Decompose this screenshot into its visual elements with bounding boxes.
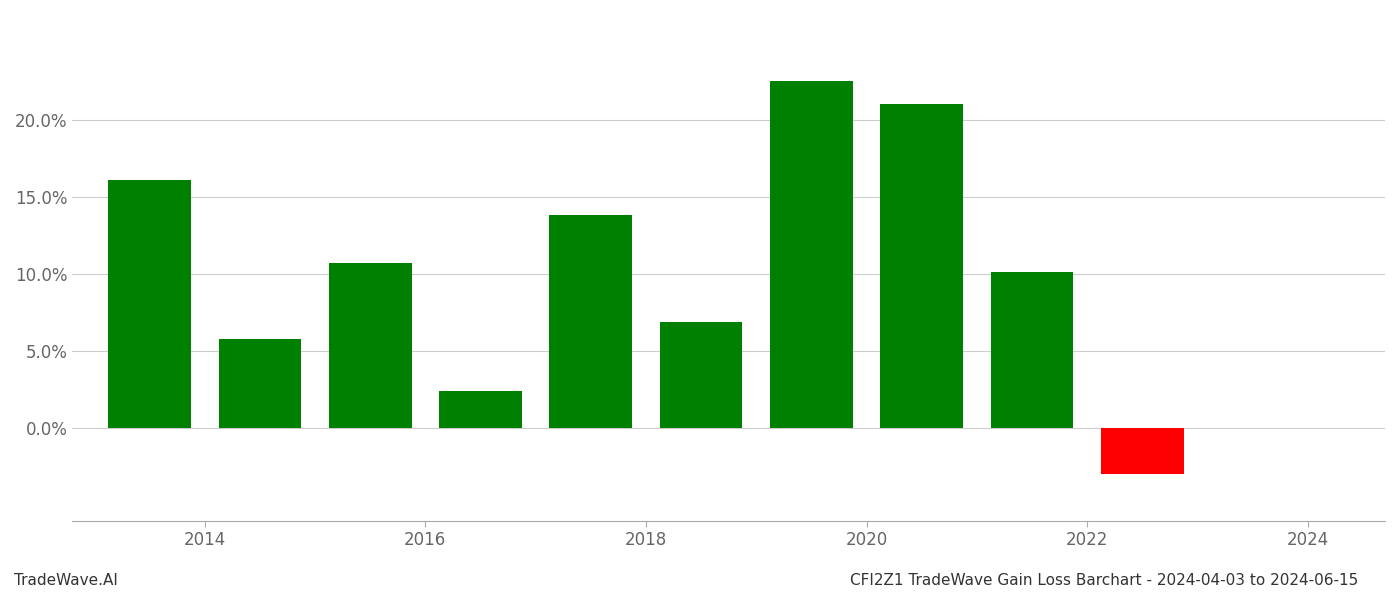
Bar xyxy=(108,180,190,428)
Bar xyxy=(881,104,963,428)
Bar xyxy=(770,81,853,428)
Bar xyxy=(659,322,742,428)
Bar xyxy=(1100,428,1183,475)
Bar xyxy=(218,338,301,428)
Bar xyxy=(329,263,412,428)
Bar xyxy=(991,272,1074,428)
Text: CFI2Z1 TradeWave Gain Loss Barchart - 2024-04-03 to 2024-06-15: CFI2Z1 TradeWave Gain Loss Barchart - 20… xyxy=(850,573,1358,588)
Text: TradeWave.AI: TradeWave.AI xyxy=(14,573,118,588)
Bar xyxy=(549,215,633,428)
Bar xyxy=(440,391,522,428)
